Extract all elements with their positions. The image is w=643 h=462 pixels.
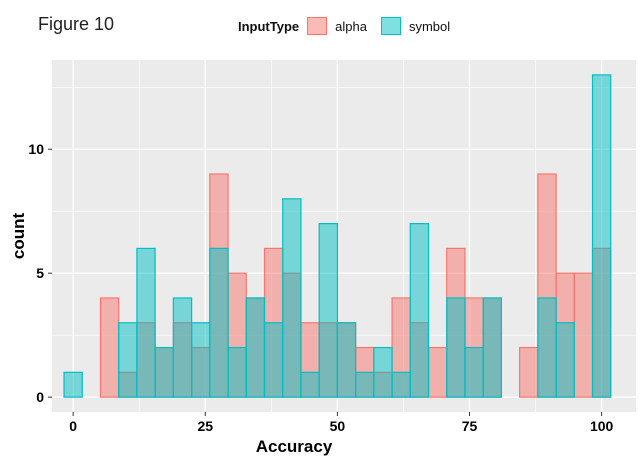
x-tick-label: 100 (590, 418, 614, 434)
x-tick-label: 25 (197, 418, 213, 434)
y-axis-title: count (9, 213, 28, 260)
y-axis-ticks: 0 5 10 (28, 141, 52, 405)
bar-alpha (519, 346, 539, 398)
bar-symbol (227, 346, 247, 398)
y-tick-label: 5 (36, 265, 44, 281)
bar-symbol (464, 346, 484, 398)
histogram-bars (63, 74, 612, 398)
bar-symbol (591, 74, 612, 398)
x-axis-title: Accuracy (256, 437, 333, 456)
bar-symbol (409, 223, 430, 398)
bar-symbol (172, 297, 193, 398)
legend-title: InputType (238, 18, 300, 34)
bar-symbol (154, 346, 174, 398)
figure-title: Figure 10 (38, 14, 115, 34)
bar-symbol (318, 223, 339, 398)
bar-symbol (391, 371, 411, 398)
bar-symbol (555, 322, 575, 398)
bar-symbol (482, 297, 503, 398)
legend-key-symbol (380, 17, 401, 35)
bar-symbol (136, 247, 156, 398)
bar-symbol (263, 322, 284, 398)
bar-symbol (446, 297, 466, 398)
x-tick-label: 0 (69, 418, 77, 434)
bar-symbol (373, 346, 393, 398)
legend: InputType alpha symbol (238, 14, 464, 38)
bar-symbol (245, 297, 266, 398)
x-tick-label: 50 (330, 418, 346, 434)
bar-symbol (537, 297, 557, 398)
legend-label-alpha: alpha (335, 18, 367, 34)
y-tick-label: 10 (28, 141, 44, 157)
bar-symbol (63, 371, 83, 398)
bar-symbol (118, 322, 138, 398)
y-tick-label: 0 (36, 389, 44, 405)
bar-symbol (191, 322, 211, 398)
bar-alpha (427, 346, 448, 398)
bar-symbol (300, 371, 320, 398)
bar-symbol (209, 247, 229, 398)
x-axis-ticks: 0 25 50 75 100 (69, 412, 614, 434)
legend-label-symbol: symbol (408, 18, 451, 34)
legend-key-alpha (307, 17, 328, 35)
x-tick-label: 75 (462, 418, 478, 434)
bar-alpha (573, 272, 594, 398)
bar-symbol (336, 322, 357, 398)
bar-alpha (99, 297, 120, 398)
bar-symbol (282, 198, 302, 398)
bar-symbol (355, 371, 375, 398)
